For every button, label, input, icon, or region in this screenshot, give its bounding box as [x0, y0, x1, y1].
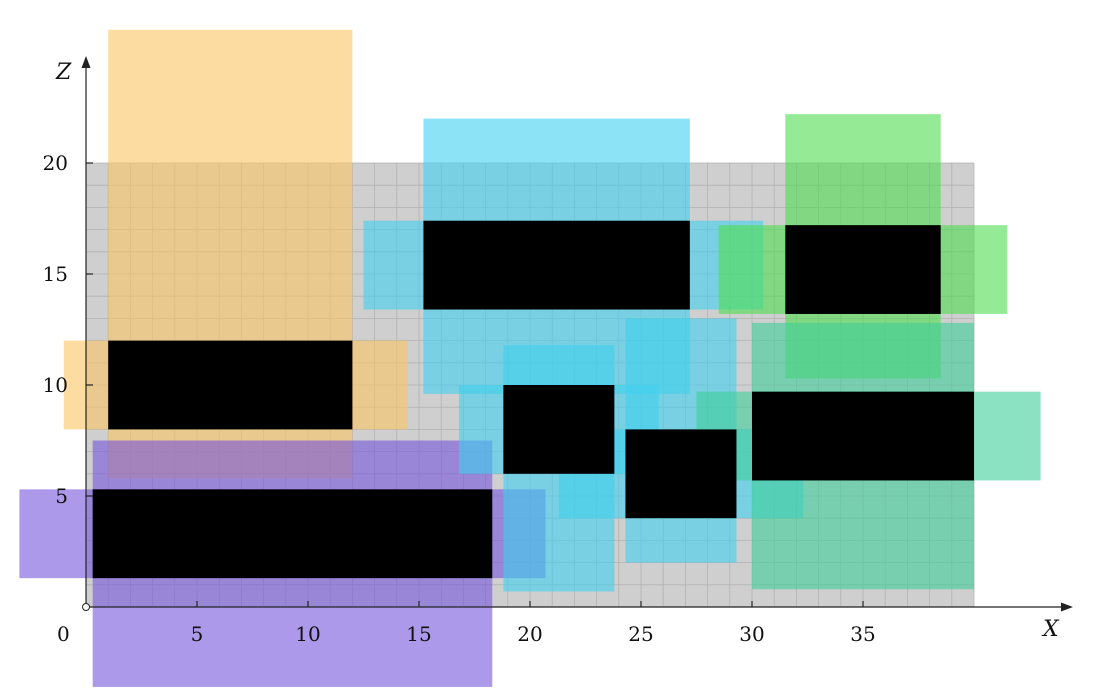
origin-label: 0	[57, 622, 70, 646]
origin-marker	[82, 603, 90, 611]
z-tick-label: 5	[55, 484, 68, 508]
x-axis-label: X	[1041, 617, 1060, 642]
x-tick-label: 35	[850, 622, 875, 646]
z-tick-label: 15	[43, 262, 68, 286]
ticks: 5 10 15 20 25 30 35 5 10 15 20	[43, 151, 876, 646]
z-tick-label: 20	[43, 151, 68, 175]
black-block	[752, 391, 974, 481]
x-axis-arrow	[1061, 602, 1073, 612]
z-axis-arrow	[81, 56, 91, 68]
x-tick-label: 25	[628, 622, 653, 646]
blocks	[92, 220, 974, 579]
x-tick-label: 15	[406, 622, 431, 646]
x-tick-label: 5	[191, 622, 204, 646]
black-block	[503, 385, 615, 474]
black-block	[92, 489, 493, 579]
black-block	[423, 220, 690, 310]
black-block	[625, 429, 737, 519]
black-block	[108, 340, 353, 430]
z-tick-label: 10	[43, 373, 68, 397]
x-tick-label: 20	[517, 622, 542, 646]
x-tick-label: 30	[739, 622, 764, 646]
black-block	[785, 225, 941, 314]
x-tick-label: 10	[295, 622, 320, 646]
z-axis-label: Z	[55, 60, 72, 85]
axes: X Z 0	[55, 56, 1073, 646]
